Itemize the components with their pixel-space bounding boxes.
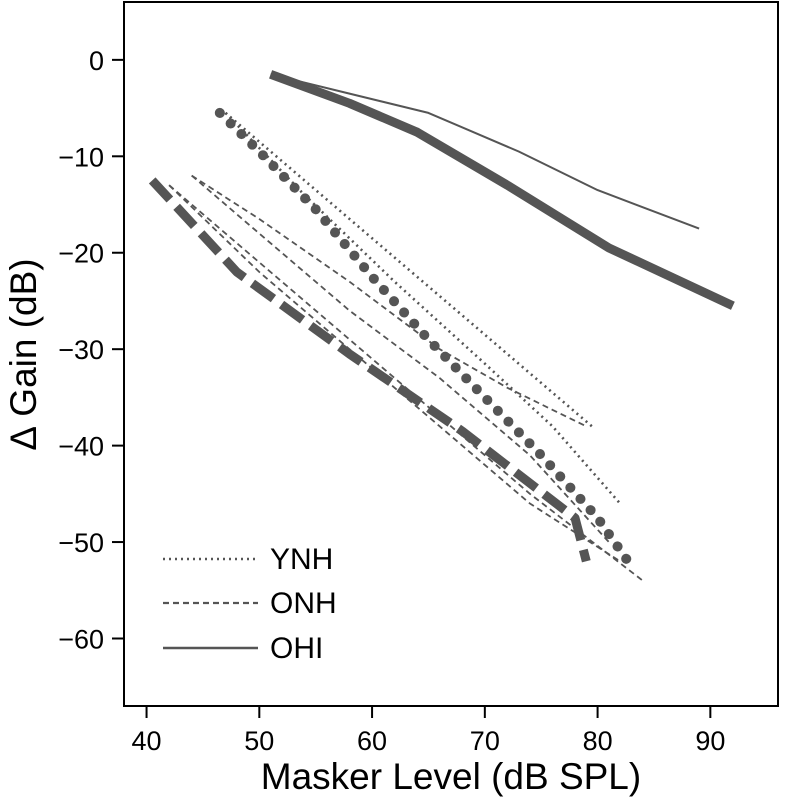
series-ohi-thick-9 <box>269 70 735 310</box>
legend: YNH ONH OHI <box>163 543 337 665</box>
y-tick-label: 0 <box>89 46 104 76</box>
series-onh-thin-6 <box>168 184 621 563</box>
x-tick-label: 80 <box>583 726 613 756</box>
series-layer <box>148 70 735 582</box>
y-axis-title: ∆ Gain (dB) <box>3 258 44 449</box>
legend-label-ohi: OHI <box>270 632 323 665</box>
series-ynh-thin-0 <box>224 111 593 428</box>
y-tick-label: −20 <box>58 239 104 269</box>
series-ohi-thin-8 <box>270 73 700 230</box>
series-onh-thin-3 <box>191 174 587 428</box>
y-tick-label: −50 <box>58 528 104 558</box>
series-onh-thin-4 <box>191 174 610 543</box>
x-tick-label: 40 <box>132 726 162 756</box>
x-tick-label: 60 <box>357 726 387 756</box>
x-axis-title: Masker Level (dB SPL) <box>261 756 641 797</box>
series-ynh-thick-2 <box>214 107 637 572</box>
x-tick-label: 50 <box>244 726 274 756</box>
x-tick-label: 70 <box>470 726 500 756</box>
y-tick-label: −60 <box>58 624 104 654</box>
y-tick-label: −30 <box>58 335 104 365</box>
y-tick-label: −10 <box>58 142 104 172</box>
x-tick-label: 90 <box>695 726 725 756</box>
legend-label-onh: ONH <box>270 587 337 620</box>
legend-label-ynh: YNH <box>270 543 333 576</box>
series-onh-thick-7 <box>148 177 591 563</box>
y-axis: 0 −10 −20 −30 −40 −50 −60 <box>58 46 124 654</box>
y-tick-label: −40 <box>58 432 104 462</box>
plot-frame <box>123 1 779 707</box>
x-axis: 40 50 60 70 80 90 <box>132 706 725 756</box>
